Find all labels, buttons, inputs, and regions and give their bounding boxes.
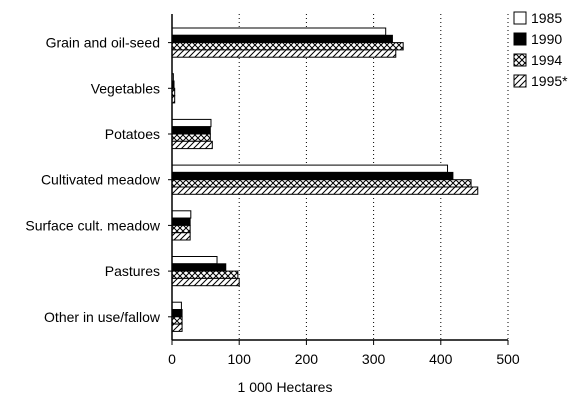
legend-label: 1990 [531, 31, 562, 47]
bar-pastures-1985 [172, 257, 217, 264]
category-label: Grain and oil-seed [46, 35, 160, 51]
bar-pastures-1995 [172, 278, 239, 285]
x-axis-title: 1 000 Hectares [238, 379, 333, 394]
bars [172, 28, 478, 331]
bar-other-in-use-fallow-1985 [172, 302, 181, 309]
bar-cultivated-meadow-1985 [172, 165, 448, 172]
bar-pastures-1994 [172, 271, 238, 278]
bar-pastures-1990 [172, 264, 226, 271]
legend: 1985 1990 1994 1995* [514, 10, 568, 89]
category-label: Other in use/fallow [44, 309, 161, 325]
bar-potatoes-1990 [172, 127, 210, 134]
bar-cultivated-meadow-1994 [172, 180, 471, 187]
x-tick-label: 300 [362, 351, 386, 367]
bar-surface-cult-meadow-1995 [172, 233, 190, 240]
legend-label: 1995* [531, 73, 568, 89]
bar-surface-cult-meadow-1990 [172, 218, 190, 225]
bar-cultivated-meadow-1990 [172, 172, 453, 179]
bar-grain-and-oil-seed-1995 [172, 50, 396, 57]
bar-surface-cult-meadow-1994 [172, 225, 190, 232]
bar-surface-cult-meadow-1985 [172, 211, 191, 218]
bar-other-in-use-fallow-1990 [172, 310, 182, 317]
bar-cultivated-meadow-1995 [172, 187, 478, 194]
bar-grain-and-oil-seed-1985 [172, 28, 386, 35]
bar-other-in-use-fallow-1994 [172, 317, 182, 324]
category-label: Surface cult. meadow [25, 217, 161, 233]
category-label: Pastures [105, 263, 160, 279]
legend-swatch [514, 75, 526, 87]
category-label: Potatoes [105, 126, 160, 142]
bar-potatoes-1995 [172, 141, 212, 148]
bar-potatoes-1985 [172, 119, 211, 126]
bar-grain-and-oil-seed-1990 [172, 35, 392, 42]
bar-grain-and-oil-seed-1994 [172, 43, 403, 50]
category-label: Vegetables [91, 80, 160, 96]
bar-other-in-use-fallow-1995 [172, 324, 182, 331]
category-label: Cultivated meadow [41, 172, 161, 188]
x-tick-label: 400 [429, 351, 453, 367]
x-tick-labels: 0 100 200 300 400 500 [168, 351, 520, 367]
legend-swatch [514, 12, 526, 24]
bar-potatoes-1994 [172, 134, 210, 141]
x-tick-label: 200 [295, 351, 319, 367]
legend-swatch [514, 33, 526, 45]
x-tick-label: 500 [496, 351, 520, 367]
legend-label: 1994 [531, 52, 562, 68]
x-tick-label: 0 [168, 351, 176, 367]
legend-label: 1985 [531, 10, 562, 26]
category-labels: Grain and oil-seed Vegetables Potatoes Cult… [25, 35, 161, 325]
x-tick-label: 100 [228, 351, 252, 367]
legend-swatch [514, 54, 526, 66]
